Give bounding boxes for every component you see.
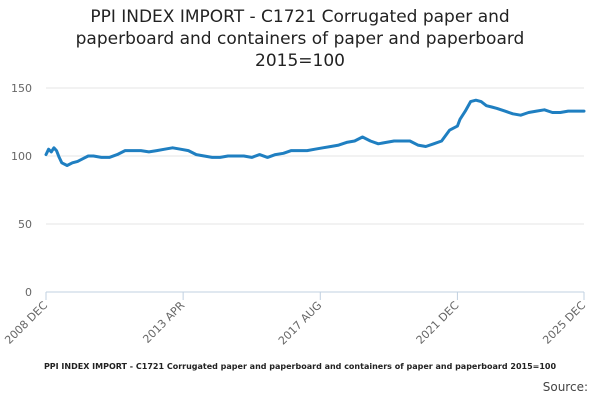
- series-line: [44, 98, 586, 167]
- y-tick-label: 50: [18, 218, 32, 231]
- x-tick-label: 2021 DEC: [414, 299, 462, 347]
- x-tick-label: 2017 AUG: [276, 299, 325, 348]
- x-tick-label: 2013 APR: [140, 299, 187, 346]
- title-line-3: 2015=100: [255, 51, 345, 71]
- x-tick-label: 2025 DEC: [540, 299, 588, 347]
- title-line-2: paperboard and containers of paper and p…: [75, 29, 525, 49]
- x-tick-label: 2008 DEC: [2, 299, 50, 347]
- y-tick-label: 100: [11, 150, 32, 163]
- y-tick-label: 0: [25, 286, 32, 299]
- source-label: Source:: [542, 380, 588, 394]
- y-tick-label: 150: [11, 82, 32, 95]
- chart-title: PPI INDEX IMPORT - C1721 Corrugated pape…: [0, 6, 600, 72]
- legend-label: PPI INDEX IMPORT - C1721 Corrugated pape…: [43, 362, 557, 371]
- title-line-1: PPI INDEX IMPORT - C1721 Corrugated pape…: [90, 7, 510, 27]
